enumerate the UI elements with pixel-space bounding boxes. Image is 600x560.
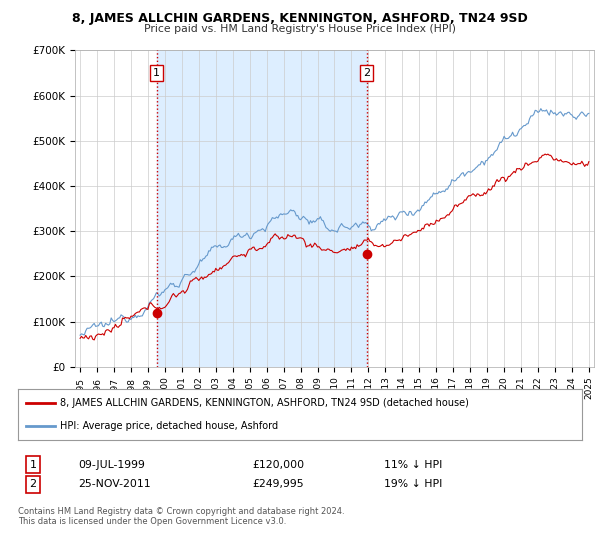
Text: 1: 1 [29,460,37,470]
Text: 25-NOV-2011: 25-NOV-2011 [78,479,151,489]
Text: 8, JAMES ALLCHIN GARDENS, KENNINGTON, ASHFORD, TN24 9SD (detached house): 8, JAMES ALLCHIN GARDENS, KENNINGTON, AS… [60,398,469,408]
Text: 09-JUL-1999: 09-JUL-1999 [78,460,145,470]
Text: Contains HM Land Registry data © Crown copyright and database right 2024.
This d: Contains HM Land Registry data © Crown c… [18,507,344,526]
Text: 1: 1 [153,68,160,78]
Text: £249,995: £249,995 [252,479,304,489]
Text: 19% ↓ HPI: 19% ↓ HPI [384,479,442,489]
Text: Price paid vs. HM Land Registry's House Price Index (HPI): Price paid vs. HM Land Registry's House … [144,24,456,34]
Text: 11% ↓ HPI: 11% ↓ HPI [384,460,442,470]
Text: HPI: Average price, detached house, Ashford: HPI: Average price, detached house, Ashf… [60,421,278,431]
Text: £120,000: £120,000 [252,460,304,470]
Text: 8, JAMES ALLCHIN GARDENS, KENNINGTON, ASHFORD, TN24 9SD: 8, JAMES ALLCHIN GARDENS, KENNINGTON, AS… [72,12,528,25]
Text: 2: 2 [363,68,370,78]
Text: 2: 2 [29,479,37,489]
Bar [157,50,367,367]
